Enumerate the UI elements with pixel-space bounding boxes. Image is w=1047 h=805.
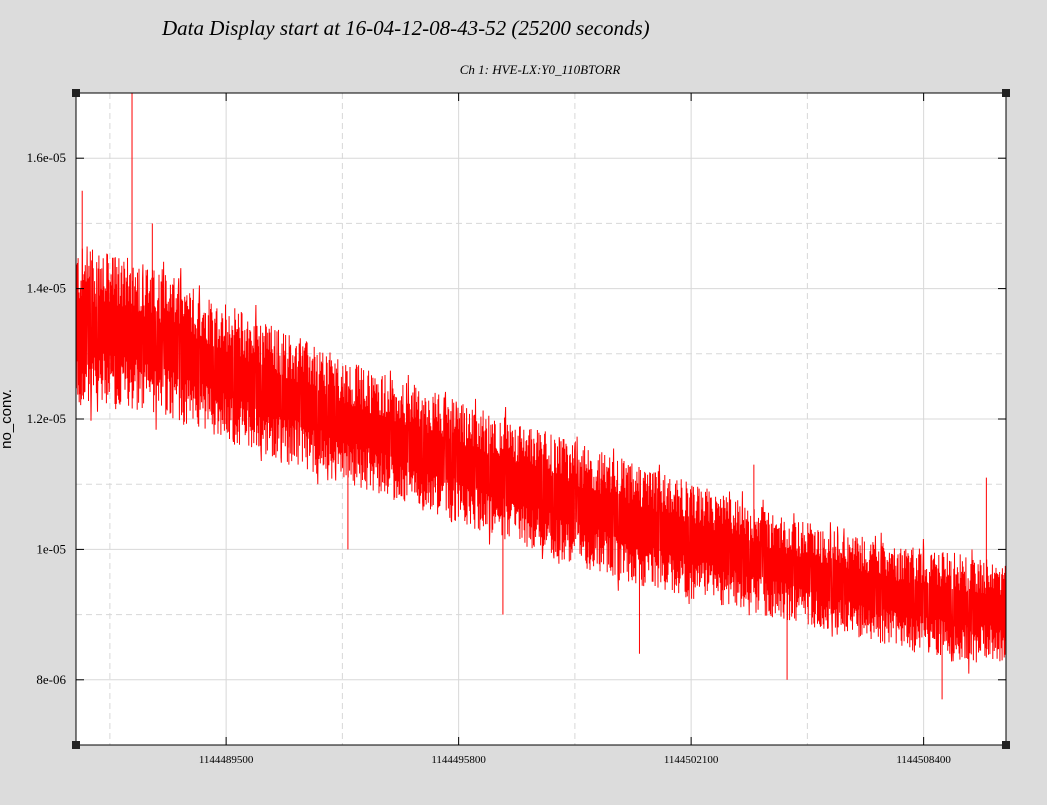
y-tick-label: 1e-05: [36, 541, 66, 556]
corner-marker: [1002, 89, 1010, 97]
y-tick-label: 1.2e-05: [27, 411, 66, 426]
chart-subtitle: Ch 1: HVE-LX:Y0_110BTORR: [460, 62, 621, 77]
y-axis-label: no_conv.: [0, 389, 15, 449]
axes: 8e-06 1e-05 1.2e-05 1.4e-05 1.6e-05 114448950…: [27, 93, 1006, 766]
page-title: Data Display start at 16-04-12-08-43-52 …: [162, 16, 650, 40]
series-line: [75, 246, 1007, 674]
corner-marker: [1002, 741, 1010, 749]
y-tick-label: 1.4e-05: [27, 281, 66, 296]
plot-corners: [72, 89, 1010, 749]
series-data: [75, 93, 1007, 700]
x-tick-label: 1144508400: [896, 754, 951, 766]
y-tick-label: 8e-06: [36, 672, 66, 687]
y-tick-label: 1.6e-05: [27, 150, 66, 165]
corner-marker: [72, 89, 80, 97]
corner-marker: [72, 741, 80, 749]
x-tick-label: 1144502100: [664, 754, 719, 766]
x-tick-label: 1144489500: [199, 754, 254, 766]
x-tick-label: 1144495800: [431, 754, 486, 766]
